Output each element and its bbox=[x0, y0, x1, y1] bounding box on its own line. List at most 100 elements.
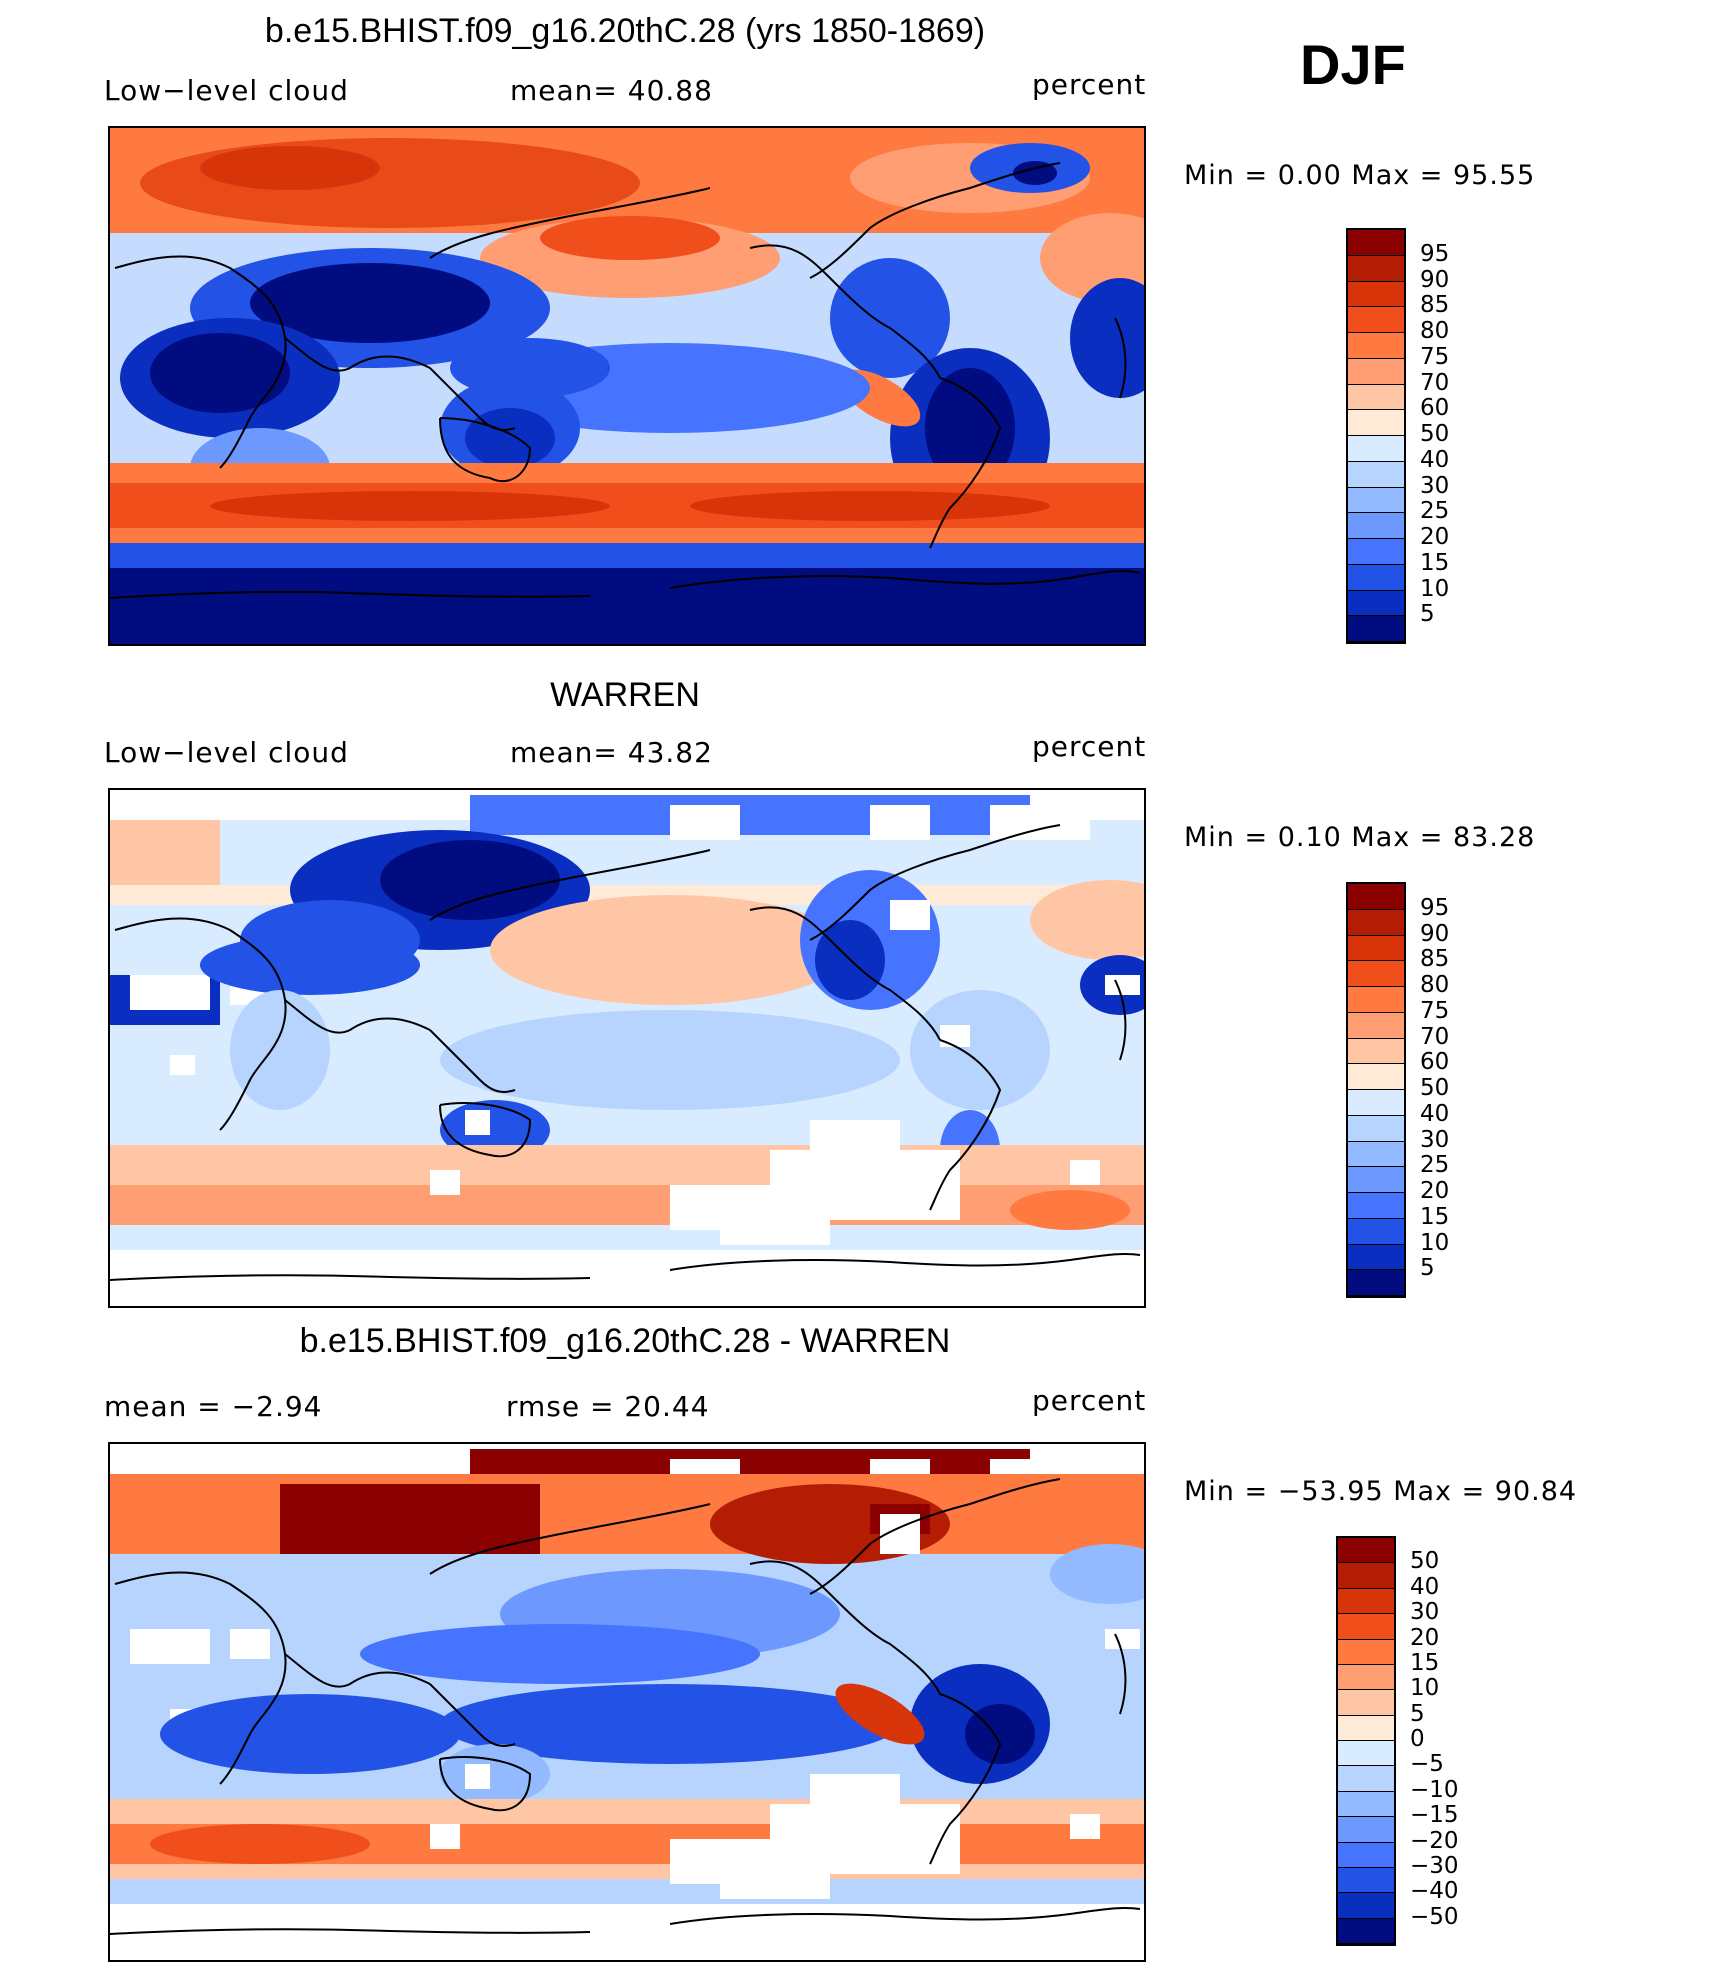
colorbar-swatch bbox=[1338, 1867, 1394, 1894]
colorbar-tick-label: 5 bbox=[1410, 1700, 1425, 1727]
colorbar-tick-label: 5 bbox=[1420, 601, 1435, 628]
colorbar-tick-label: 20 bbox=[1410, 1624, 1440, 1651]
colorbar-tick-label: 30 bbox=[1420, 1126, 1450, 1153]
panel-3-rmse-label: rmse = 20.44 bbox=[506, 1390, 710, 1423]
panel-2-units-label: percent bbox=[1032, 730, 1147, 763]
panel-2-colorbar bbox=[1346, 882, 1406, 1298]
colorbar-swatch bbox=[1348, 1270, 1404, 1296]
colorbar-swatch bbox=[1348, 564, 1404, 591]
colorbar-swatch bbox=[1348, 358, 1404, 385]
colorbar-swatch bbox=[1338, 1918, 1394, 1944]
colorbar-swatch bbox=[1348, 884, 1404, 910]
colorbar-swatch bbox=[1348, 513, 1404, 539]
colorbar-tick-label: 70 bbox=[1420, 369, 1450, 396]
colorbar-swatch bbox=[1348, 461, 1404, 488]
panel-3-mean-label: mean = −2.94 bbox=[104, 1390, 323, 1423]
panel-1-colorbar bbox=[1346, 228, 1406, 644]
colorbar-tick-label: 50 bbox=[1420, 421, 1450, 447]
panel-1-variable-label: Low−level cloud bbox=[104, 74, 349, 107]
colorbar-tick-label: 30 bbox=[1410, 1599, 1440, 1626]
colorbar-swatch bbox=[1338, 1791, 1394, 1818]
colorbar-swatch bbox=[1338, 1588, 1394, 1615]
colorbar-tick-label: 0 bbox=[1410, 1726, 1425, 1752]
colorbar-tick-label: 10 bbox=[1420, 575, 1450, 602]
colorbar-tick-label: 90 bbox=[1420, 266, 1450, 293]
colorbar-swatch bbox=[1338, 1690, 1394, 1716]
colorbar-swatch bbox=[1348, 1193, 1404, 1219]
colorbar-tick-label: −30 bbox=[1410, 1852, 1459, 1879]
colorbar-tick-label: 80 bbox=[1420, 318, 1450, 344]
colorbar-tick-label: 25 bbox=[1420, 498, 1450, 525]
panel-1-mean-label: mean= 40.88 bbox=[510, 74, 713, 107]
colorbar-tick-label: −20 bbox=[1410, 1827, 1459, 1854]
colorbar-tick-label: 50 bbox=[1420, 1075, 1450, 1101]
colorbar-swatch bbox=[1348, 333, 1404, 359]
colorbar-tick-label: 85 bbox=[1420, 946, 1450, 973]
colorbar-swatch bbox=[1338, 1766, 1394, 1792]
season-label: DJF bbox=[1300, 33, 1406, 96]
panel-2-minmax: Min = 0.10 Max = 83.28 bbox=[1184, 822, 1536, 853]
colorbar-swatch bbox=[1348, 1218, 1404, 1245]
panel-3-minmax: Min = −53.95 Max = 90.84 bbox=[1184, 1476, 1578, 1507]
colorbar-swatch bbox=[1348, 616, 1404, 642]
colorbar-swatch bbox=[1348, 1038, 1404, 1065]
colorbar-swatch bbox=[1348, 1244, 1404, 1271]
colorbar-swatch bbox=[1348, 590, 1404, 617]
colorbar-swatch bbox=[1348, 539, 1404, 565]
colorbar-tick-label: 95 bbox=[1420, 240, 1450, 267]
colorbar-swatch bbox=[1348, 410, 1404, 436]
colorbar-tick-label: 75 bbox=[1420, 997, 1450, 1024]
colorbar-tick-label: −50 bbox=[1410, 1903, 1459, 1930]
colorbar-tick-label: 30 bbox=[1420, 472, 1450, 499]
colorbar-swatch bbox=[1348, 436, 1404, 462]
colorbar-swatch bbox=[1338, 1817, 1394, 1843]
colorbar-swatch bbox=[1348, 987, 1404, 1013]
colorbar-tick-label: 20 bbox=[1420, 524, 1450, 550]
colorbar-swatch bbox=[1348, 909, 1404, 936]
colorbar-tick-label: 80 bbox=[1420, 972, 1450, 998]
colorbar-tick-label: −10 bbox=[1410, 1776, 1459, 1803]
colorbar-swatch bbox=[1348, 1090, 1404, 1116]
panel-1-units-label: percent bbox=[1032, 68, 1147, 101]
colorbar-tick-label: 40 bbox=[1420, 446, 1450, 473]
colorbar-swatch bbox=[1338, 1563, 1394, 1589]
panel-2-map bbox=[108, 788, 1146, 1308]
panel-3-colorbar bbox=[1336, 1536, 1396, 1946]
panel-1-map bbox=[108, 126, 1146, 646]
panel-2-variable-label: Low−level cloud bbox=[104, 736, 349, 769]
colorbar-tick-label: 10 bbox=[1410, 1675, 1440, 1702]
panel-2-mean-label: mean= 43.82 bbox=[510, 736, 713, 769]
colorbar-swatch bbox=[1348, 1115, 1404, 1142]
colorbar-swatch bbox=[1338, 1538, 1394, 1564]
colorbar-swatch bbox=[1348, 384, 1404, 411]
colorbar-tick-label: 75 bbox=[1420, 343, 1450, 370]
colorbar-tick-label: −15 bbox=[1410, 1802, 1459, 1829]
panel-3-units-label: percent bbox=[1032, 1384, 1147, 1417]
colorbar-swatch bbox=[1348, 307, 1404, 333]
colorbar-tick-label: 10 bbox=[1420, 1229, 1450, 1256]
panel-1-minmax: Min = 0.00 Max = 95.55 bbox=[1184, 160, 1536, 191]
colorbar-tick-label: 50 bbox=[1410, 1548, 1440, 1575]
colorbar-swatch bbox=[1338, 1715, 1394, 1741]
colorbar-tick-label: −5 bbox=[1410, 1751, 1444, 1778]
colorbar-swatch bbox=[1348, 1141, 1404, 1168]
colorbar-tick-label: 60 bbox=[1420, 395, 1450, 422]
panel-3-title: b.e15.BHIST.f09_g16.20thC.28 - WARREN bbox=[299, 1322, 951, 1360]
colorbar-swatch bbox=[1338, 1893, 1394, 1919]
colorbar-swatch bbox=[1348, 1064, 1404, 1090]
colorbar-tick-label: 40 bbox=[1410, 1573, 1440, 1600]
colorbar-swatch bbox=[1348, 281, 1404, 308]
colorbar-tick-label: 15 bbox=[1420, 1203, 1450, 1230]
colorbar-tick-label: 5 bbox=[1420, 1255, 1435, 1282]
colorbar-tick-label: 90 bbox=[1420, 920, 1450, 947]
colorbar-swatch bbox=[1338, 1842, 1394, 1868]
colorbar-swatch bbox=[1348, 230, 1404, 256]
colorbar-swatch bbox=[1348, 487, 1404, 514]
panel-2-title: WARREN bbox=[550, 676, 700, 714]
colorbar-tick-label: 15 bbox=[1420, 549, 1450, 576]
colorbar-tick-label: 60 bbox=[1420, 1049, 1450, 1076]
panel-3-map bbox=[108, 1442, 1146, 1962]
colorbar-tick-label: 40 bbox=[1420, 1100, 1450, 1127]
colorbar-tick-label: 25 bbox=[1420, 1152, 1450, 1179]
colorbar-swatch bbox=[1338, 1614, 1394, 1640]
